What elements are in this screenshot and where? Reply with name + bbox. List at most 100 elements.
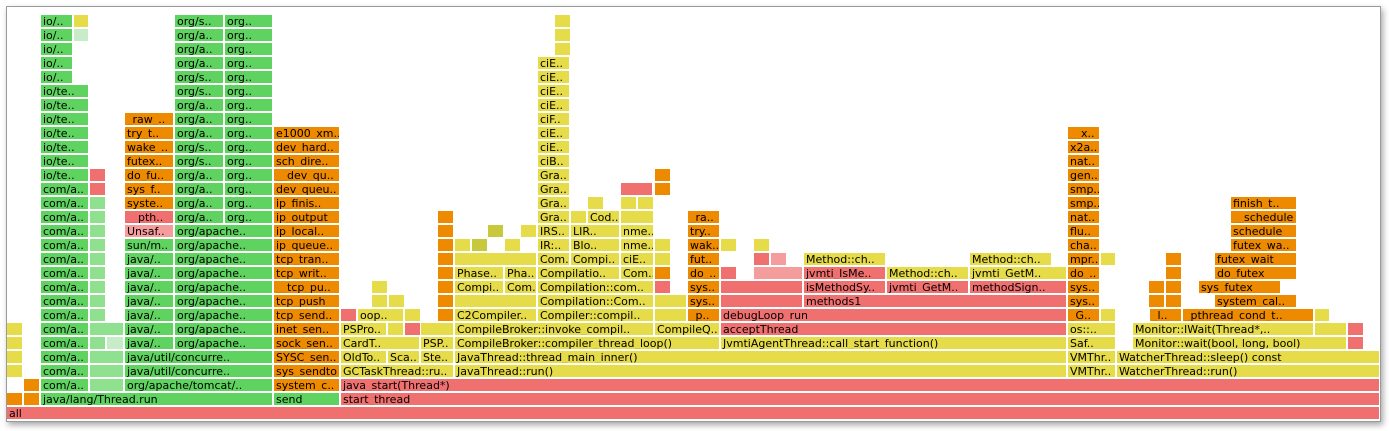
stack-frame[interactable]: com/a.. — [41, 183, 89, 196]
stack-frame[interactable]: mpr.. — [1068, 253, 1100, 266]
stack-frame-unlabeled[interactable] — [655, 267, 671, 280]
stack-frame[interactable]: acceptThread — [721, 323, 1067, 336]
stack-frame[interactable]: ciB.. — [538, 155, 570, 168]
stack-frame-unlabeled[interactable] — [90, 183, 106, 196]
stack-frame[interactable]: ip_queue.. — [274, 239, 340, 252]
stack-frame[interactable]: wake_.. — [125, 141, 174, 154]
stack-frame-unlabeled[interactable] — [1101, 253, 1116, 266]
stack-frame[interactable]: ciE.. — [538, 71, 570, 84]
stack-frame[interactable]: LIR.. — [571, 225, 620, 238]
stack-frame[interactable]: PSP.. — [421, 337, 454, 350]
stack-frame[interactable]: org.. — [225, 29, 273, 42]
stack-frame[interactable]: org.. — [225, 141, 273, 154]
stack-frame-unlabeled[interactable] — [90, 379, 124, 392]
stack-frame[interactable]: java/.. — [125, 323, 174, 336]
stack-frame[interactable]: org/a.. — [175, 169, 224, 182]
stack-frame[interactable]: ip_local.. — [274, 225, 340, 238]
stack-frame[interactable]: io/te.. — [41, 141, 89, 154]
stack-frame[interactable]: smp.. — [1068, 197, 1100, 210]
stack-frame-unlabeled[interactable] — [655, 183, 671, 196]
stack-frame-unlabeled[interactable] — [7, 351, 23, 364]
stack-frame[interactable]: Monitor::IWait(Thread*,.. — [1133, 323, 1314, 336]
stack-frame-unlabeled[interactable] — [754, 267, 803, 280]
stack-frame[interactable]: finish_t.. — [1231, 197, 1297, 210]
stack-frame[interactable]: cha.. — [1068, 239, 1100, 252]
stack-frame-unlabeled[interactable] — [555, 29, 571, 42]
stack-frame[interactable]: com/a.. — [41, 309, 89, 322]
stack-frame[interactable]: Gra.. — [538, 183, 570, 196]
stack-frame[interactable]: org.. — [225, 15, 273, 28]
stack-frame[interactable]: _raw_.. — [125, 113, 174, 126]
stack-frame[interactable]: Gra.. — [538, 169, 570, 182]
stack-frame[interactable]: ciE.. — [538, 85, 570, 98]
stack-frame-unlabeled[interactable] — [655, 309, 687, 322]
stack-frame-unlabeled[interactable] — [754, 239, 770, 252]
stack-frame[interactable]: org/apache/tomcat/.. — [125, 379, 273, 392]
stack-frame-unlabeled[interactable] — [90, 323, 124, 336]
stack-frame[interactable]: debugLoop_run — [721, 309, 1067, 322]
stack-frame[interactable]: JavaThread::run() — [455, 365, 1067, 378]
stack-frame[interactable]: sys_sendto — [274, 365, 340, 378]
stack-frame[interactable]: WatcherThread::run() — [1117, 365, 1380, 378]
stack-frame[interactable]: __tcp_pu.. — [274, 281, 340, 294]
stack-frame[interactable]: CardT.. — [341, 337, 420, 350]
stack-frame[interactable]: nme.. — [621, 225, 654, 238]
stack-frame[interactable]: Cod.. — [588, 211, 620, 224]
stack-frame[interactable]: org/s.. — [175, 15, 224, 28]
stack-frame[interactable]: __pth.. — [125, 211, 174, 224]
stack-frame[interactable]: java/util/concurre.. — [125, 365, 273, 378]
stack-frame[interactable]: PSPro.. — [341, 323, 387, 336]
stack-frame[interactable]: jvmti_IsMe.. — [804, 267, 886, 280]
stack-frame-unlabeled[interactable] — [721, 267, 737, 280]
stack-frame-unlabeled[interactable] — [389, 295, 405, 308]
stack-frame[interactable]: io/.. — [41, 15, 73, 28]
stack-frame-unlabeled[interactable] — [438, 309, 454, 322]
stack-frame[interactable]: org.. — [225, 211, 273, 224]
stack-frame[interactable]: io/te.. — [41, 155, 89, 168]
stack-frame[interactable]: io/.. — [41, 43, 73, 56]
stack-frame[interactable]: Com.. — [505, 281, 537, 294]
stack-frame[interactable]: io/.. — [41, 29, 73, 42]
stack-frame[interactable]: Method::ch.. — [970, 253, 1052, 266]
stack-frame[interactable]: system_c.. — [274, 379, 340, 392]
stack-frame-unlabeled[interactable] — [90, 169, 106, 182]
stack-frame[interactable]: io/te.. — [41, 127, 89, 140]
stack-frame[interactable]: com/a.. — [41, 323, 89, 336]
stack-frame-unlabeled[interactable] — [1166, 295, 1182, 308]
stack-frame[interactable]: JavaThread::thread_main_inner() — [455, 351, 1067, 364]
stack-frame[interactable]: Sca.. — [388, 351, 420, 364]
stack-frame[interactable]: org/a.. — [175, 29, 224, 42]
stack-frame[interactable]: futex_wa.. — [1231, 239, 1297, 252]
stack-frame[interactable]: com/a.. — [41, 239, 89, 252]
stack-frame[interactable]: sys.. — [1068, 295, 1100, 308]
stack-frame[interactable]: ciE.. — [538, 99, 570, 112]
stack-frame[interactable]: java/.. — [125, 281, 174, 294]
stack-frame[interactable]: ciE.. — [538, 141, 570, 154]
stack-frame[interactable]: Method::ch.. — [804, 253, 886, 266]
stack-frame-unlabeled[interactable] — [455, 239, 471, 252]
stack-frame[interactable]: do_.. — [688, 267, 720, 280]
stack-frame[interactable]: ciE.. — [538, 57, 570, 70]
stack-frame[interactable]: nme.. — [621, 239, 654, 252]
stack-frame[interactable]: com/a.. — [41, 337, 89, 350]
stack-frame[interactable]: wak.. — [688, 239, 720, 252]
stack-frame-unlabeled[interactable] — [571, 211, 587, 224]
stack-frame[interactable]: org.. — [225, 57, 273, 70]
stack-frame-unlabeled[interactable] — [1315, 309, 1330, 322]
stack-frame-unlabeled[interactable] — [638, 197, 654, 210]
stack-frame[interactable]: system_cal.. — [1215, 295, 1297, 308]
stack-frame[interactable]: GCTaskThread::ru.. — [341, 365, 454, 378]
stack-frame[interactable]: org/a.. — [175, 211, 224, 224]
stack-frame[interactable]: Saf.. — [1068, 337, 1116, 350]
stack-frame-unlabeled[interactable] — [388, 323, 404, 336]
stack-frame[interactable]: org/apache.. — [175, 337, 273, 350]
stack-frame[interactable]: com/a.. — [41, 295, 89, 308]
stack-frame-unlabeled[interactable] — [90, 197, 106, 210]
stack-frame-unlabeled[interactable] — [90, 337, 106, 350]
stack-frame[interactable]: org.. — [225, 155, 273, 168]
stack-frame-unlabeled[interactable] — [555, 43, 571, 56]
stack-frame[interactable]: syste.. — [125, 197, 174, 210]
stack-frame-unlabeled[interactable] — [90, 225, 106, 238]
stack-frame-unlabeled[interactable] — [438, 253, 454, 266]
stack-frame-unlabeled[interactable] — [621, 183, 653, 196]
